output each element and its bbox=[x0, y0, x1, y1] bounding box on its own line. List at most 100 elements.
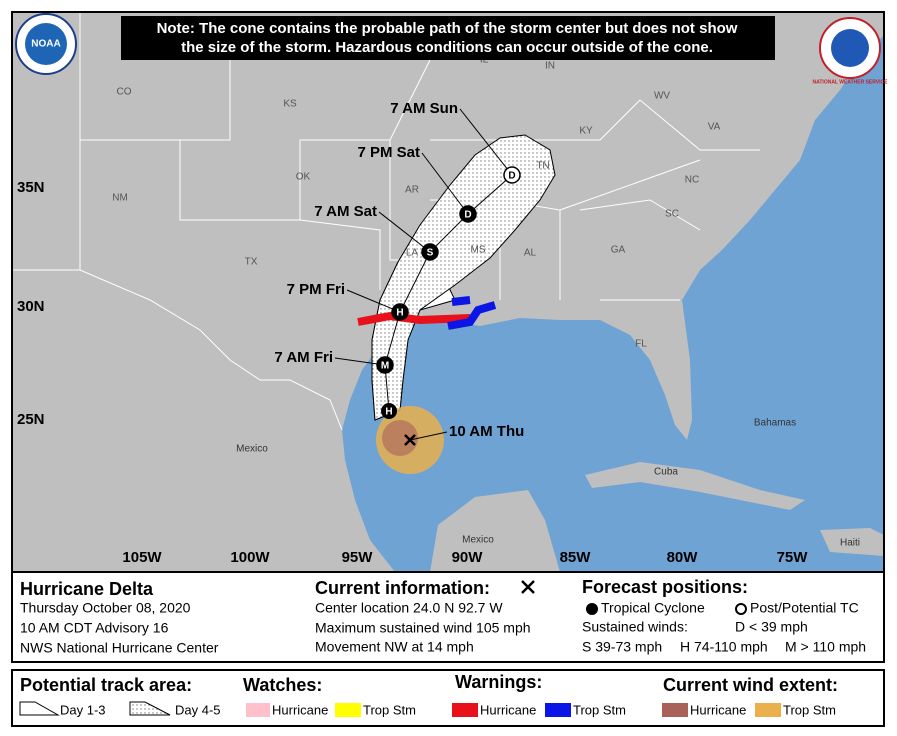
storm-info: 10 AM CDT Advisory 16 bbox=[20, 620, 169, 636]
point-symbol: D bbox=[508, 171, 515, 182]
legend-item: Trop Stm bbox=[363, 702, 416, 717]
point-marker bbox=[459, 205, 477, 223]
map-labels: COKSOKTXNMARLAMSALTNKYGASCNCVAILINOHWVFL… bbox=[17, 50, 860, 566]
gulf-ocean bbox=[342, 35, 884, 572]
legend-item: Day 1-3 bbox=[60, 702, 106, 717]
wind-class: S 39-73 mph bbox=[582, 639, 662, 655]
state-label: MS bbox=[471, 245, 486, 256]
state-label: VA bbox=[708, 122, 721, 133]
point-marker bbox=[503, 166, 521, 184]
lat-label: 35N bbox=[17, 179, 45, 196]
cuba bbox=[585, 462, 805, 510]
cone-day4-5 bbox=[371, 134, 556, 421]
lon-label: 105W bbox=[122, 549, 162, 566]
lat-label: 25N bbox=[17, 411, 45, 428]
current-info: Movement NW at 14 mph bbox=[315, 639, 474, 655]
state-label: KS bbox=[283, 99, 297, 110]
winds-title: Sustained winds: bbox=[582, 619, 688, 635]
yucatan bbox=[430, 490, 560, 572]
lon-label: 85W bbox=[560, 549, 592, 566]
state-label: CO bbox=[117, 87, 132, 98]
tc-icon bbox=[586, 603, 598, 615]
place-label: Mexico bbox=[462, 535, 494, 546]
legend-title: Potential track area: bbox=[20, 675, 192, 695]
section-title: Forecast positions: bbox=[582, 577, 748, 597]
place-label: Bahamas bbox=[754, 418, 796, 429]
state-label: TN bbox=[536, 161, 549, 172]
point-symbol: S bbox=[427, 248, 434, 259]
leader-line bbox=[459, 108, 513, 176]
point-symbol: D bbox=[464, 210, 471, 221]
point-label: 7 PM Sat bbox=[357, 144, 420, 161]
day13-icon bbox=[19, 701, 60, 716]
place-label: Haiti bbox=[840, 538, 860, 549]
point-symbol: H bbox=[396, 308, 403, 319]
storm-name: Hurricane Delta bbox=[20, 579, 154, 599]
state-label: NC bbox=[685, 175, 699, 186]
state-label: KY bbox=[579, 126, 593, 137]
legend-title: Watches: bbox=[243, 675, 322, 695]
state-label: IN bbox=[545, 61, 555, 72]
point-label: 7 PM Fri bbox=[287, 281, 345, 298]
hurricane-wind-swatch bbox=[662, 703, 688, 717]
legend-item: Hurricane bbox=[690, 702, 746, 717]
note-line: Note: The cone contains the probable pat… bbox=[157, 20, 738, 37]
point-symbol: M bbox=[381, 361, 389, 372]
nws-logo bbox=[819, 17, 881, 79]
state-label: FL bbox=[635, 339, 647, 350]
point-label: 7 AM Sat bbox=[314, 203, 377, 220]
nws-text: NATIONAL WEATHER SERVICE bbox=[813, 79, 889, 85]
leader-line bbox=[378, 211, 431, 253]
ts-wind-swatch bbox=[755, 703, 781, 717]
legend-title: Warnings: bbox=[455, 672, 542, 692]
point-label: 7 AM Fri bbox=[274, 349, 333, 366]
point-marker bbox=[376, 356, 394, 374]
point-label: 10 AM Thu bbox=[449, 423, 524, 440]
legend-item: Trop Stm bbox=[783, 702, 836, 717]
forecast-type: Tropical Cyclone bbox=[601, 600, 705, 616]
wind-class: H 74-110 mph bbox=[680, 639, 768, 655]
section-title: Current information: bbox=[315, 578, 490, 598]
point-marker bbox=[391, 303, 409, 321]
storm-info: NWS National Hurricane Center bbox=[20, 640, 219, 656]
point-symbol: H bbox=[385, 407, 392, 418]
leader-line bbox=[421, 152, 469, 215]
wind-class: M > 110 mph bbox=[785, 639, 866, 655]
leader-line bbox=[409, 431, 448, 441]
state-label: OK bbox=[296, 172, 311, 183]
hurricane-watch-swatch bbox=[246, 703, 270, 717]
current-info: Center location 24.0 N 92.7 W bbox=[315, 600, 503, 616]
wind-class: D < 39 mph bbox=[735, 619, 808, 635]
legend-item: Hurricane bbox=[480, 702, 536, 717]
state-label: SC bbox=[665, 209, 679, 220]
current-info: Maximum sustained wind 105 mph bbox=[315, 620, 531, 636]
lon-label: 80W bbox=[667, 549, 699, 566]
forecast-type: Post/Potential TC bbox=[750, 600, 859, 616]
map: COKSOKTXNMARLAMSALTNKYGASCNCVAILINOHWVFL… bbox=[12, 12, 884, 572]
lat-label: 30N bbox=[17, 298, 45, 315]
hispaniola bbox=[820, 528, 884, 556]
current-icon bbox=[521, 580, 535, 594]
trop-stm-warning bbox=[447, 296, 497, 330]
legend-item: Hurricane bbox=[272, 702, 328, 717]
hurricane-wind-extent bbox=[382, 420, 418, 456]
state-label: NM bbox=[112, 193, 128, 204]
point-label: 7 AM Sun bbox=[390, 100, 458, 117]
point-marker bbox=[421, 243, 439, 261]
day45-icon bbox=[129, 701, 171, 716]
note-line: the size of the storm. Hazardous conditi… bbox=[181, 39, 713, 56]
lon-label: 100W bbox=[230, 549, 270, 566]
legend-title: Current wind extent: bbox=[663, 675, 838, 695]
legend-panel bbox=[11, 669, 885, 727]
legend-item: Trop Stm bbox=[573, 702, 626, 717]
ptc-icon bbox=[735, 603, 747, 615]
state-label: LA bbox=[406, 248, 419, 259]
leader-line bbox=[346, 289, 401, 313]
state-label: WV bbox=[654, 91, 670, 102]
ts-warning-swatch bbox=[545, 703, 571, 717]
state-label: GA bbox=[611, 245, 626, 256]
ts-watch-swatch bbox=[335, 703, 361, 717]
note-box bbox=[121, 16, 775, 60]
state-label: AR bbox=[405, 185, 419, 196]
